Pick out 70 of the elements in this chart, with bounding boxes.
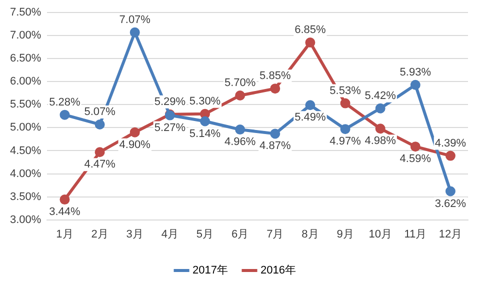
x-tick-label: 10月: [368, 228, 392, 240]
data-label: 4.98%: [364, 135, 396, 148]
data-label: 3.44%: [49, 206, 81, 218]
data-label: 6.85%: [294, 24, 326, 36]
y-tick-label: 6.00%: [10, 76, 42, 88]
point: [235, 124, 246, 135]
point: [200, 116, 210, 126]
point: [94, 147, 105, 158]
x-tick-label: 4月: [161, 228, 178, 240]
y-tick-label: 7.50%: [10, 6, 42, 19]
point: [410, 142, 420, 152]
point: [445, 150, 456, 161]
x-tick-label: 7月: [266, 228, 284, 240]
data-label: 5.14%: [189, 128, 221, 140]
data-label: 4.39%: [434, 137, 466, 150]
x-tick-label: 5月: [196, 228, 214, 240]
point: [60, 110, 70, 120]
y-tick-label: 4.50%: [10, 144, 42, 157]
y-tick-label: 6.50%: [10, 52, 42, 65]
x-tick-label: 11月: [404, 228, 427, 240]
data-label: 5.85%: [260, 70, 291, 82]
point: [270, 84, 280, 94]
y-tick-label: 3.50%: [10, 190, 42, 203]
point: [375, 124, 386, 134]
point: [410, 80, 420, 90]
point: [270, 128, 280, 139]
point: [340, 124, 350, 134]
data-label: 5.29%: [154, 96, 186, 108]
y-tick-label: 3.00%: [10, 214, 42, 226]
x-tick-label: 3月: [126, 228, 144, 240]
x-tick-label: 8月: [302, 228, 319, 240]
y-tick-label: 5.00%: [10, 122, 42, 134]
point: [340, 98, 350, 108]
point: [130, 127, 140, 138]
x-tick-label: 6月: [232, 228, 249, 240]
data-label: 5.53%: [330, 84, 362, 97]
y-tick-label: 5.50%: [10, 98, 42, 111]
data-label: 5.49%: [294, 112, 326, 124]
point: [200, 108, 210, 119]
point: [60, 194, 70, 205]
point: [130, 27, 140, 38]
legend-label: 2016年: [260, 264, 296, 277]
x-tick-label: 9月: [336, 228, 354, 240]
data-label: 5.30%: [189, 95, 221, 108]
point: [235, 90, 246, 100]
data-label: 5.07%: [84, 106, 116, 118]
y-tick-label: 4.00%: [10, 168, 42, 180]
x-tick-label: 1月: [56, 228, 74, 240]
data-label: 4.90%: [119, 138, 151, 151]
x-tick-label: 2月: [91, 228, 108, 240]
y-tick-label: 7.00%: [10, 30, 42, 42]
x-tick-label: 12月: [438, 228, 462, 240]
point: [305, 100, 316, 110]
data-label: 4.87%: [260, 140, 291, 152]
point: [94, 119, 105, 130]
data-label: 5.42%: [364, 90, 396, 102]
data-label: 3.62%: [434, 198, 466, 210]
data-label: 5.93%: [400, 66, 432, 78]
data-label: 4.96%: [224, 136, 256, 148]
legend-label: 2017年: [192, 264, 228, 277]
data-label: 5.70%: [224, 77, 256, 90]
point: [305, 38, 316, 48]
point: [445, 186, 456, 196]
data-label: 4.97%: [330, 136, 362, 148]
data-label: 4.59%: [400, 153, 432, 166]
data-label: 5.27%: [154, 122, 186, 134]
point: [375, 103, 386, 114]
data-label: 7.07%: [119, 14, 151, 26]
data-label: 5.28%: [49, 96, 81, 108]
data-label: 4.47%: [84, 158, 116, 171]
